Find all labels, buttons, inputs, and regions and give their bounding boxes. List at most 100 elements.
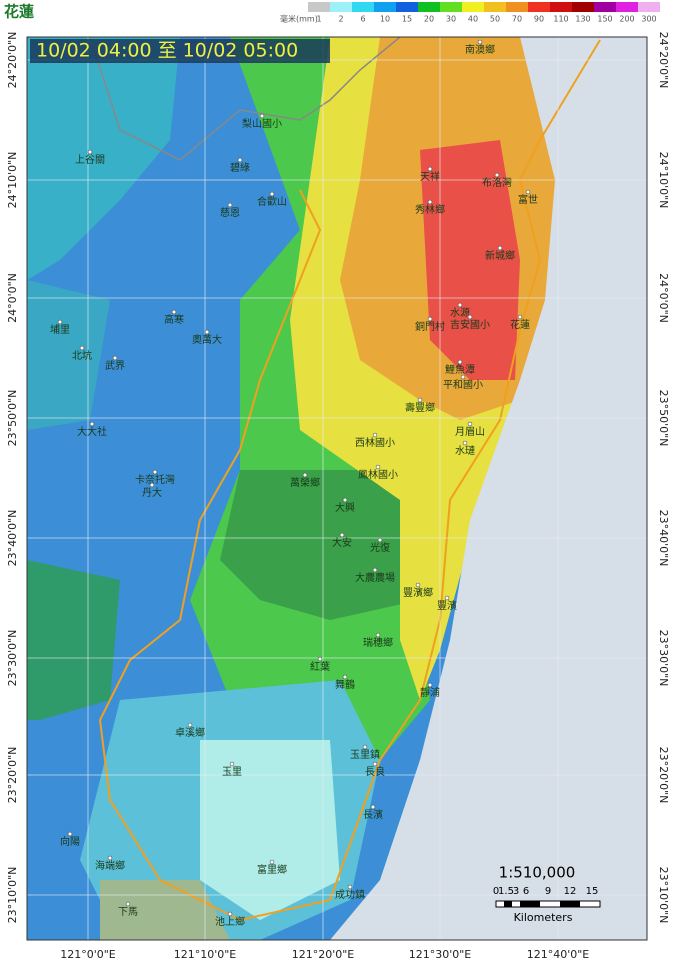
legend-swatch bbox=[506, 2, 528, 12]
place-marker bbox=[517, 314, 523, 320]
place-marker bbox=[467, 314, 473, 320]
place-marker bbox=[467, 421, 473, 427]
legend-label: 40 bbox=[468, 15, 478, 24]
legend-label: 70 bbox=[512, 15, 522, 24]
scale-tick: 6 bbox=[523, 886, 529, 897]
latitude-label: 23°50'0"N bbox=[657, 390, 670, 447]
place-label: 天祥 bbox=[420, 170, 440, 183]
legend-label: 110 bbox=[553, 15, 568, 24]
legend-swatch bbox=[550, 2, 572, 12]
legend-swatch bbox=[594, 2, 616, 12]
place-marker bbox=[259, 113, 265, 119]
place-marker bbox=[477, 39, 483, 45]
place-marker bbox=[370, 804, 376, 810]
scale-tick: 0 bbox=[493, 886, 499, 897]
place-label: 吉安國小 bbox=[450, 318, 490, 331]
place-marker bbox=[302, 472, 308, 478]
place-marker bbox=[457, 359, 463, 365]
place-label: 豐濱 bbox=[437, 599, 457, 612]
region-title: 花蓮 bbox=[4, 3, 34, 21]
place-marker bbox=[269, 859, 275, 865]
scale-bar bbox=[495, 900, 601, 908]
latitude-label: 23°40'0"N bbox=[657, 510, 670, 567]
place-marker bbox=[494, 172, 500, 178]
scale-tick: 3 bbox=[513, 886, 519, 897]
place-marker bbox=[87, 149, 93, 155]
place-marker bbox=[227, 202, 233, 208]
place-marker bbox=[342, 497, 348, 503]
legend-swatch bbox=[440, 2, 462, 12]
scale-bar bbox=[520, 901, 540, 907]
place-label: 合歡山 bbox=[257, 195, 287, 208]
latitude-label: 23°40'0"N bbox=[6, 510, 19, 567]
place-label: 大安 bbox=[332, 536, 352, 549]
place-marker bbox=[497, 245, 503, 251]
latitude-label: 24°0'0"N bbox=[6, 273, 19, 323]
place-label: 西林國小 bbox=[355, 436, 395, 449]
place-label: 卡奈托灣 bbox=[135, 473, 175, 486]
place-marker bbox=[347, 884, 353, 890]
place-label: 秀林鄉 bbox=[415, 203, 445, 216]
legend-unit: 毫米(mm) bbox=[280, 14, 318, 24]
place-marker bbox=[187, 722, 193, 728]
legend-swatch bbox=[638, 2, 660, 12]
place-label: 下馬 bbox=[118, 906, 138, 918]
place-label: 高寒 bbox=[164, 313, 184, 326]
place-marker bbox=[375, 632, 381, 638]
legend-label: 15 bbox=[402, 15, 412, 24]
place-label: 豐濱鄉 bbox=[403, 586, 433, 599]
place-label: 慈恩 bbox=[220, 206, 240, 219]
place-label: 上谷關 bbox=[75, 154, 105, 166]
legend-label: 6 bbox=[360, 15, 365, 24]
place-marker bbox=[525, 189, 531, 195]
place-marker bbox=[149, 482, 155, 488]
place-label: 富里鄉 bbox=[257, 863, 287, 876]
time-range: 10/02 04:00 至 10/02 05:00 bbox=[36, 40, 298, 62]
latitude-label: 23°50'0"N bbox=[6, 390, 19, 447]
legend-swatch bbox=[484, 2, 506, 12]
place-label: 池上鄉 bbox=[215, 915, 245, 928]
legend-label: 200 bbox=[619, 15, 634, 24]
legend-label: 300 bbox=[641, 15, 656, 24]
place-marker bbox=[339, 532, 345, 538]
map-frame bbox=[26, 36, 648, 941]
latitude-label: 23°20'0"N bbox=[6, 747, 19, 804]
place-label: 月眉山 bbox=[455, 426, 485, 438]
legend-swatch bbox=[462, 2, 484, 12]
place-label: 向陽 bbox=[60, 835, 80, 848]
legend-swatch bbox=[374, 2, 396, 12]
place-marker bbox=[417, 397, 423, 403]
legend-swatch bbox=[352, 2, 374, 12]
latitude-label: 24°20'0"N bbox=[6, 32, 19, 89]
place-label: 銅門村 bbox=[415, 320, 445, 333]
place-label: 梨山國小 bbox=[242, 117, 282, 130]
scale-tick: 1.5 bbox=[498, 886, 514, 897]
place-marker bbox=[427, 316, 433, 322]
place-marker bbox=[89, 421, 95, 427]
place-label: 北坑 bbox=[72, 349, 92, 362]
scale-tick: 12 bbox=[564, 886, 577, 897]
legend-label: 2 bbox=[338, 15, 343, 24]
latitude-label: 23°30'0"N bbox=[6, 630, 19, 687]
scale-bar bbox=[504, 901, 512, 907]
place-label: 水璉 bbox=[455, 444, 475, 457]
legend-swatch bbox=[572, 2, 594, 12]
scale-bar bbox=[560, 901, 580, 907]
place-marker bbox=[462, 440, 468, 446]
legend-swatch bbox=[616, 2, 638, 12]
place-marker bbox=[171, 309, 177, 315]
place-marker bbox=[107, 855, 113, 861]
longitude-label: 121°10'0"E bbox=[174, 948, 237, 961]
place-marker bbox=[79, 345, 85, 351]
place-label: 奧萬大 bbox=[192, 333, 222, 346]
place-label: 長濱 bbox=[363, 808, 383, 821]
place-marker bbox=[67, 831, 73, 837]
place-label: 成功鎮 bbox=[335, 888, 365, 901]
place-marker bbox=[112, 355, 118, 361]
place-marker bbox=[415, 582, 421, 588]
scale-ratio: 1:510,000 bbox=[499, 864, 576, 882]
rain-field bbox=[27, 37, 647, 940]
place-marker bbox=[237, 157, 243, 163]
place-label: 丹大 bbox=[142, 486, 162, 499]
